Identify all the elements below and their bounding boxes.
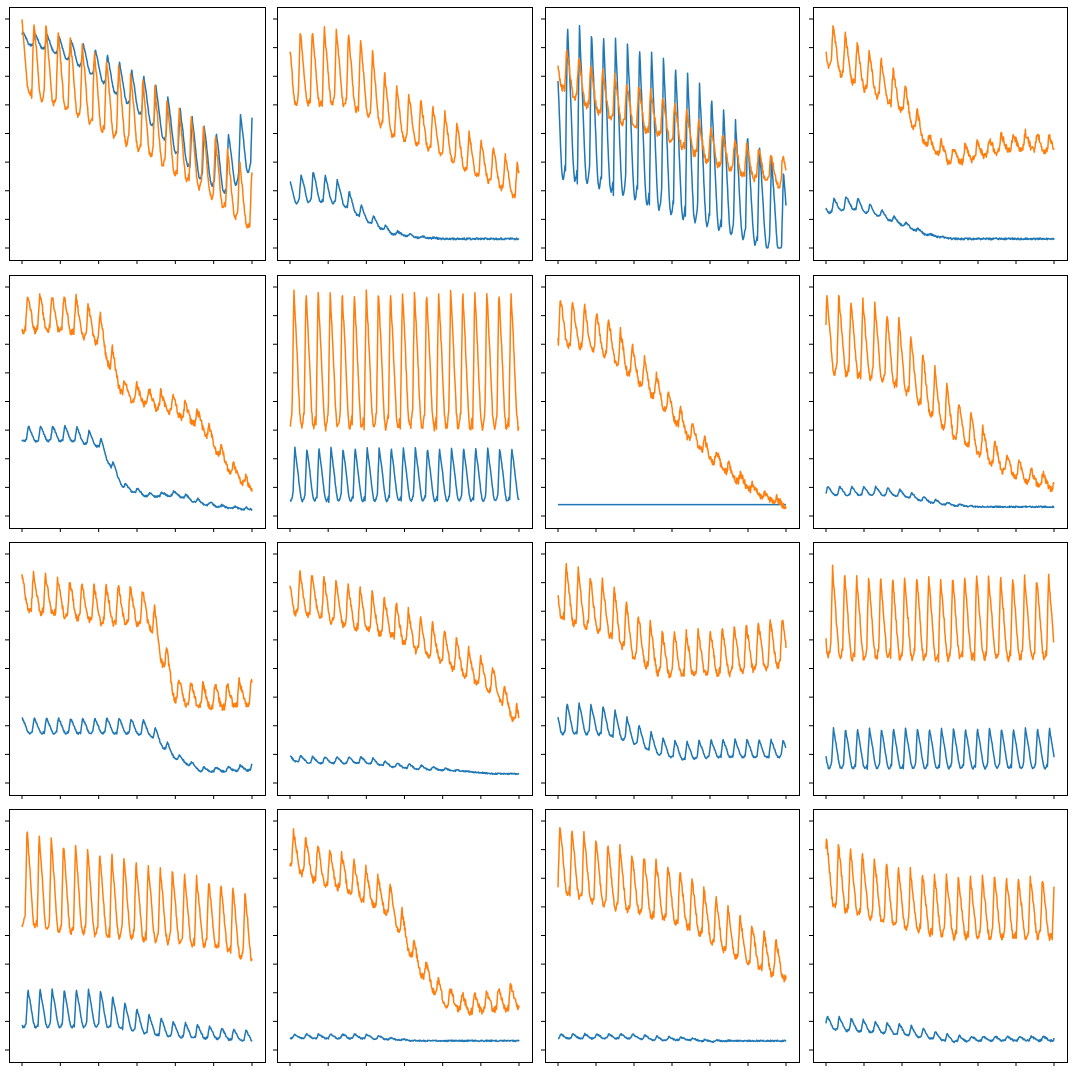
- series-line-1: [289, 754, 520, 776]
- series-line-2: [557, 826, 787, 983]
- series-line-1: [289, 446, 520, 504]
- series-line-1: [21, 424, 253, 511]
- axes-frame: [277, 542, 533, 796]
- series-line-1: [825, 1015, 1055, 1044]
- subplot-13: [5, 809, 266, 1066]
- series-line-2: [557, 300, 787, 510]
- subplot-1: [5, 7, 266, 264]
- series-line-1: [21, 31, 253, 194]
- series-line-2: [289, 828, 520, 1016]
- series-line-1: [557, 1032, 787, 1044]
- series-line-1: [289, 1032, 520, 1043]
- axes-frame: [9, 542, 266, 796]
- series-line-2: [289, 569, 520, 723]
- axes-frame: [9, 275, 266, 529]
- series-line-1: [289, 172, 520, 241]
- subplot-12: [809, 542, 1068, 799]
- series-line-2: [21, 19, 253, 229]
- subplot-5: [5, 275, 266, 532]
- axes-frame: [277, 7, 533, 261]
- series-line-2: [825, 294, 1055, 493]
- subplot-3: [541, 7, 800, 264]
- series-line-1: [825, 485, 1055, 509]
- series-line-2: [825, 838, 1055, 942]
- series-line-2: [289, 289, 520, 432]
- series-line-2: [289, 26, 520, 199]
- series-line-1: [21, 988, 253, 1042]
- subplot-4: [809, 7, 1068, 264]
- subplot-15: [541, 809, 800, 1066]
- subplot-11: [541, 542, 800, 799]
- axes-frame: [9, 809, 266, 1063]
- series-line-2: [825, 25, 1055, 166]
- subplot-14: [273, 809, 533, 1066]
- subplot-6: [273, 275, 533, 532]
- series-line-1: [21, 717, 253, 773]
- subplot-grid: [5, 7, 1068, 1066]
- subplot-9: [5, 542, 266, 799]
- series-line-1: [825, 727, 1055, 771]
- series-line-1: [557, 702, 787, 761]
- series-line-1: [557, 24, 787, 249]
- series-line-2: [825, 564, 1055, 663]
- subplot-16: [809, 809, 1068, 1066]
- series-line-2: [557, 562, 787, 679]
- series-line-2: [21, 570, 253, 712]
- subplot-8: [809, 275, 1068, 532]
- axes-frame: [813, 7, 1068, 261]
- series-line-2: [21, 293, 253, 492]
- series-line-1: [825, 196, 1055, 241]
- subplot-7: [541, 275, 800, 532]
- series-line-2: [557, 49, 787, 189]
- subplot-10: [273, 542, 533, 799]
- subplot-2: [273, 7, 533, 264]
- series-line-2: [21, 831, 253, 962]
